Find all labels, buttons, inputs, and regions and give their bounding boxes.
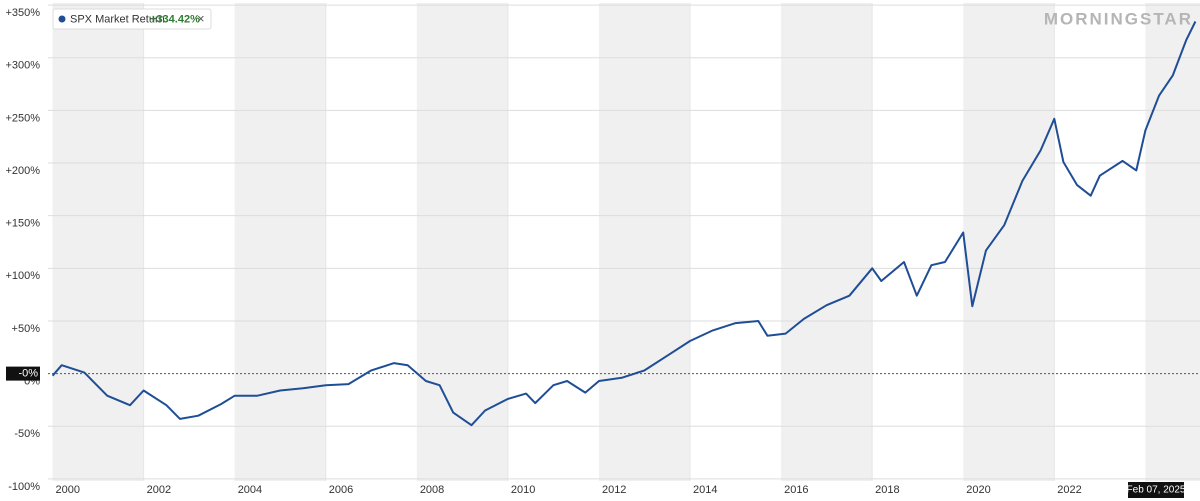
legend-label: SPX Market Return (70, 13, 165, 25)
date-tag-box (1128, 482, 1184, 498)
legend-close[interactable]: × (197, 11, 205, 26)
x-tick-label: 2008 (420, 484, 444, 496)
y-tick-label: +100% (5, 270, 40, 282)
series-line (51, 21, 1197, 427)
year-band (598, 3, 691, 481)
date-tag: Feb 07, 2025 (1127, 485, 1186, 496)
y-tick-label: -50% (14, 428, 40, 440)
x-tick-label: 2014 (693, 484, 717, 496)
year-band (416, 3, 508, 481)
x-tick-label: 2006 (329, 484, 353, 496)
x-tick-label: 2002 (147, 484, 171, 496)
legend-value: +334.42% (150, 13, 200, 25)
year-band (1145, 3, 1200, 481)
legend-dot (58, 15, 66, 23)
y-tick-label: +200% (5, 165, 40, 177)
legend[interactable]: SPX Market Return +334.42% × (52, 8, 212, 30)
x-tick-label: 2016 (784, 484, 808, 496)
y-tick-label: +350% (5, 7, 40, 19)
y-tick-label: +250% (5, 112, 40, 124)
x-tick-label: 2018 (875, 484, 899, 496)
x-tick-label: 2012 (602, 484, 626, 496)
x-tick-label: 2000 (56, 484, 80, 496)
baseline-tag-box (6, 366, 40, 381)
x-tick-label: 2004 (238, 484, 262, 496)
x-tick-label: 2010 (511, 484, 535, 496)
baseline-tag: -0% (18, 368, 38, 380)
year-band (52, 3, 144, 481)
x-tick-label: 2020 (966, 484, 990, 496)
year-band (234, 3, 326, 481)
year-band (963, 3, 1055, 481)
y-tick-label: +150% (5, 218, 40, 230)
watermark: MORNINGSTAR (1044, 9, 1193, 28)
y-tick-label: -100% (8, 481, 40, 493)
y-tick-label: +300% (5, 60, 40, 72)
year-band (781, 3, 873, 481)
legend-box (52, 8, 212, 30)
y-tick-label: +50% (12, 323, 41, 335)
x-tick-label: 2022 (1057, 484, 1081, 496)
